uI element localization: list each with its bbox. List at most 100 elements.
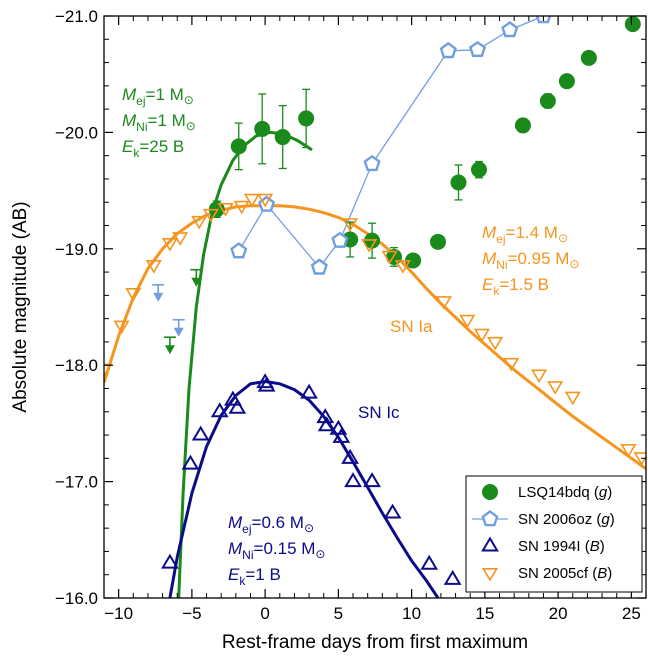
- point-lsq-14: [558, 73, 575, 90]
- point-sn2005cf-11: [257, 193, 274, 208]
- point-sn2005cf-17: [459, 314, 476, 329]
- point-sn1994i-7: [257, 376, 276, 392]
- legend: LSQ14bdq (g) SN 2006oz (g) SN 1994I (B) SN …: [465, 475, 643, 593]
- legend-label-sn2005cf: SN 2005cf (B): [518, 565, 612, 582]
- point-sn2005cf-13: [361, 239, 378, 253]
- x-tick-label-3: 5: [334, 604, 343, 623]
- point-lsq-4: [298, 110, 315, 127]
- annotation-lsq: Mej=1 M⊙ MNi=1 M⊙ Ek=25 B: [122, 85, 196, 160]
- x-tick-label-4: 10: [402, 604, 421, 623]
- point-sn2005cf-24: [620, 444, 637, 458]
- y-axis-label: Absolute magnitude (AB): [10, 201, 31, 412]
- legend-label-sn2006oz: SN 2006oz (g): [518, 511, 615, 528]
- point-sn2006oz-3: [331, 231, 349, 248]
- point-sn2005cf-21: [531, 369, 548, 384]
- point-sn1994i-10: [317, 416, 336, 432]
- point-sn1994i-4: [224, 390, 242, 406]
- point-sn1994i-3: [210, 402, 229, 418]
- point-sn2005cf-10: [243, 193, 261, 208]
- point-sn2005cf-4: [161, 237, 178, 252]
- model-annotations: Mej=1 M⊙ MNi=1 M⊙ Ek=25 B Mej=1.4 M⊙ MNi=0.9…: [122, 85, 579, 588]
- point-sn2005cf-15: [394, 260, 411, 274]
- point-sn2006oz-6: [468, 40, 487, 57]
- y-tick-label-4: −20.0: [55, 123, 98, 142]
- annotation-line-lsq-1: MNi=1 M⊙: [122, 111, 196, 134]
- x-tick-label-5: 15: [475, 604, 494, 623]
- point-lsq-8: [405, 252, 422, 269]
- point-sn2005cf-18: [473, 328, 490, 343]
- point-sn1994i-0: [161, 553, 179, 569]
- annotation-line-sn2005cf-1: MNi=0.95 M⊙: [482, 249, 579, 272]
- point-sn2005cf-3: [145, 260, 162, 274]
- point-sn1994i-8: [300, 383, 318, 399]
- point-lsq-10: [450, 174, 467, 191]
- legend-label-sn1994i: SN 1994I (B): [518, 538, 605, 555]
- x-tick-label-1: −5: [182, 604, 201, 623]
- x-tick-label-2: 0: [260, 604, 269, 623]
- legend-marker-lsq: [482, 484, 498, 500]
- y-tick-label-2: −18.0: [55, 356, 98, 375]
- annotation-line-lsq-0: Mej=1 M⊙: [122, 85, 194, 108]
- point-lsq-15: [580, 49, 597, 66]
- point-sn1994i-12: [332, 427, 351, 443]
- point-sn2006oz-4: [363, 154, 381, 172]
- point-sn2006oz-7: [501, 21, 519, 38]
- x-tick-label-0: −10: [104, 604, 133, 623]
- legend-marker-sn2006oz: [481, 510, 499, 527]
- point-sn2005cf-23: [564, 391, 581, 406]
- upper-limit-lsq-1: [190, 268, 203, 287]
- point-lsq-2: [254, 120, 271, 137]
- point-lsq-11: [471, 161, 488, 178]
- axis-ticks: −10 −5 0 5 10 15 20 25 −16.0 −17.0 −18.0 −19.0 −20.0…: [55, 7, 647, 623]
- curve-label-sn2005cf: SN Ia: [390, 317, 433, 336]
- legend-marker-sn1994i: [481, 536, 499, 552]
- point-sn2005cf-12: [342, 218, 359, 232]
- point-sn1994i-5: [228, 398, 247, 414]
- point-sn2005cf-6: [191, 215, 208, 230]
- point-lsq-3: [274, 129, 291, 146]
- point-sn2005cf-0: [104, 363, 113, 378]
- point-sn1994i-16: [383, 503, 402, 519]
- point-sn1994i-13: [341, 448, 359, 464]
- point-sn2006oz-0: [230, 242, 248, 259]
- point-sn2005cf-20: [503, 357, 520, 372]
- point-lsq-16: [624, 16, 641, 33]
- annotation-line-lsq-2: Ek=25 B: [122, 137, 184, 160]
- point-sn2006oz-5: [439, 41, 457, 59]
- legend-label-lsq: LSQ14bdq (g): [518, 484, 612, 501]
- point-sn2005cf-14: [381, 250, 398, 265]
- point-sn1994i-15: [363, 472, 381, 488]
- upper-limit-sn2006oz-0: [152, 284, 165, 302]
- x-tick-label-6: 20: [549, 604, 568, 623]
- legend-box: [465, 475, 643, 593]
- y-tick-label-0: −16.0: [55, 589, 98, 608]
- point-sn2005cf-19: [487, 336, 504, 351]
- upper-limit-sn2006oz-1: [172, 318, 185, 337]
- point-sn2005cf-8: [217, 203, 234, 217]
- x-axis-label: Rest-frame days from first maximum: [222, 632, 528, 653]
- annotation-sn2005cf: Mej=1.4 M⊙ MNi=0.95 M⊙ Ek=1.5 B: [482, 223, 579, 298]
- point-lsq-9: [429, 233, 446, 250]
- point-sn1994i-2: [191, 425, 210, 441]
- point-sn1994i-14: [344, 472, 362, 488]
- x-tick-label-7: 25: [622, 604, 641, 623]
- annotation-sn1994i: Mej=0.6 M⊙ MNi=0.15 M⊙ Ek=1 B: [228, 513, 325, 588]
- curve-label-sn1994i: SN Ic: [358, 403, 400, 422]
- annotation-line-sn2005cf-2: Ek=1.5 B: [482, 275, 549, 298]
- y-tick-label-5: −21.0: [55, 7, 98, 26]
- annotation-line-sn1994i-1: MNi=0.15 M⊙: [228, 539, 325, 562]
- point-sn2005cf-5: [172, 232, 189, 246]
- legend-marker-sn2005cf: [481, 567, 499, 582]
- point-sn2005cf-7: [202, 208, 219, 223]
- annotation-line-sn1994i-2: Ek=1 B: [228, 565, 281, 588]
- point-sn2005cf-22: [547, 381, 564, 395]
- point-sn2005cf-16: [435, 296, 452, 310]
- point-sn2005cf-2: [125, 288, 142, 302]
- point-sn1994i-1: [181, 454, 200, 470]
- y-tick-label-1: −17.0: [55, 473, 98, 492]
- upper-limit-lsq-0: [163, 336, 176, 355]
- annotation-line-sn2005cf-0: Mej=1.4 M⊙: [482, 223, 568, 246]
- plot-frame: [103, 15, 647, 599]
- model-curve-sn1994i: [168, 379, 440, 598]
